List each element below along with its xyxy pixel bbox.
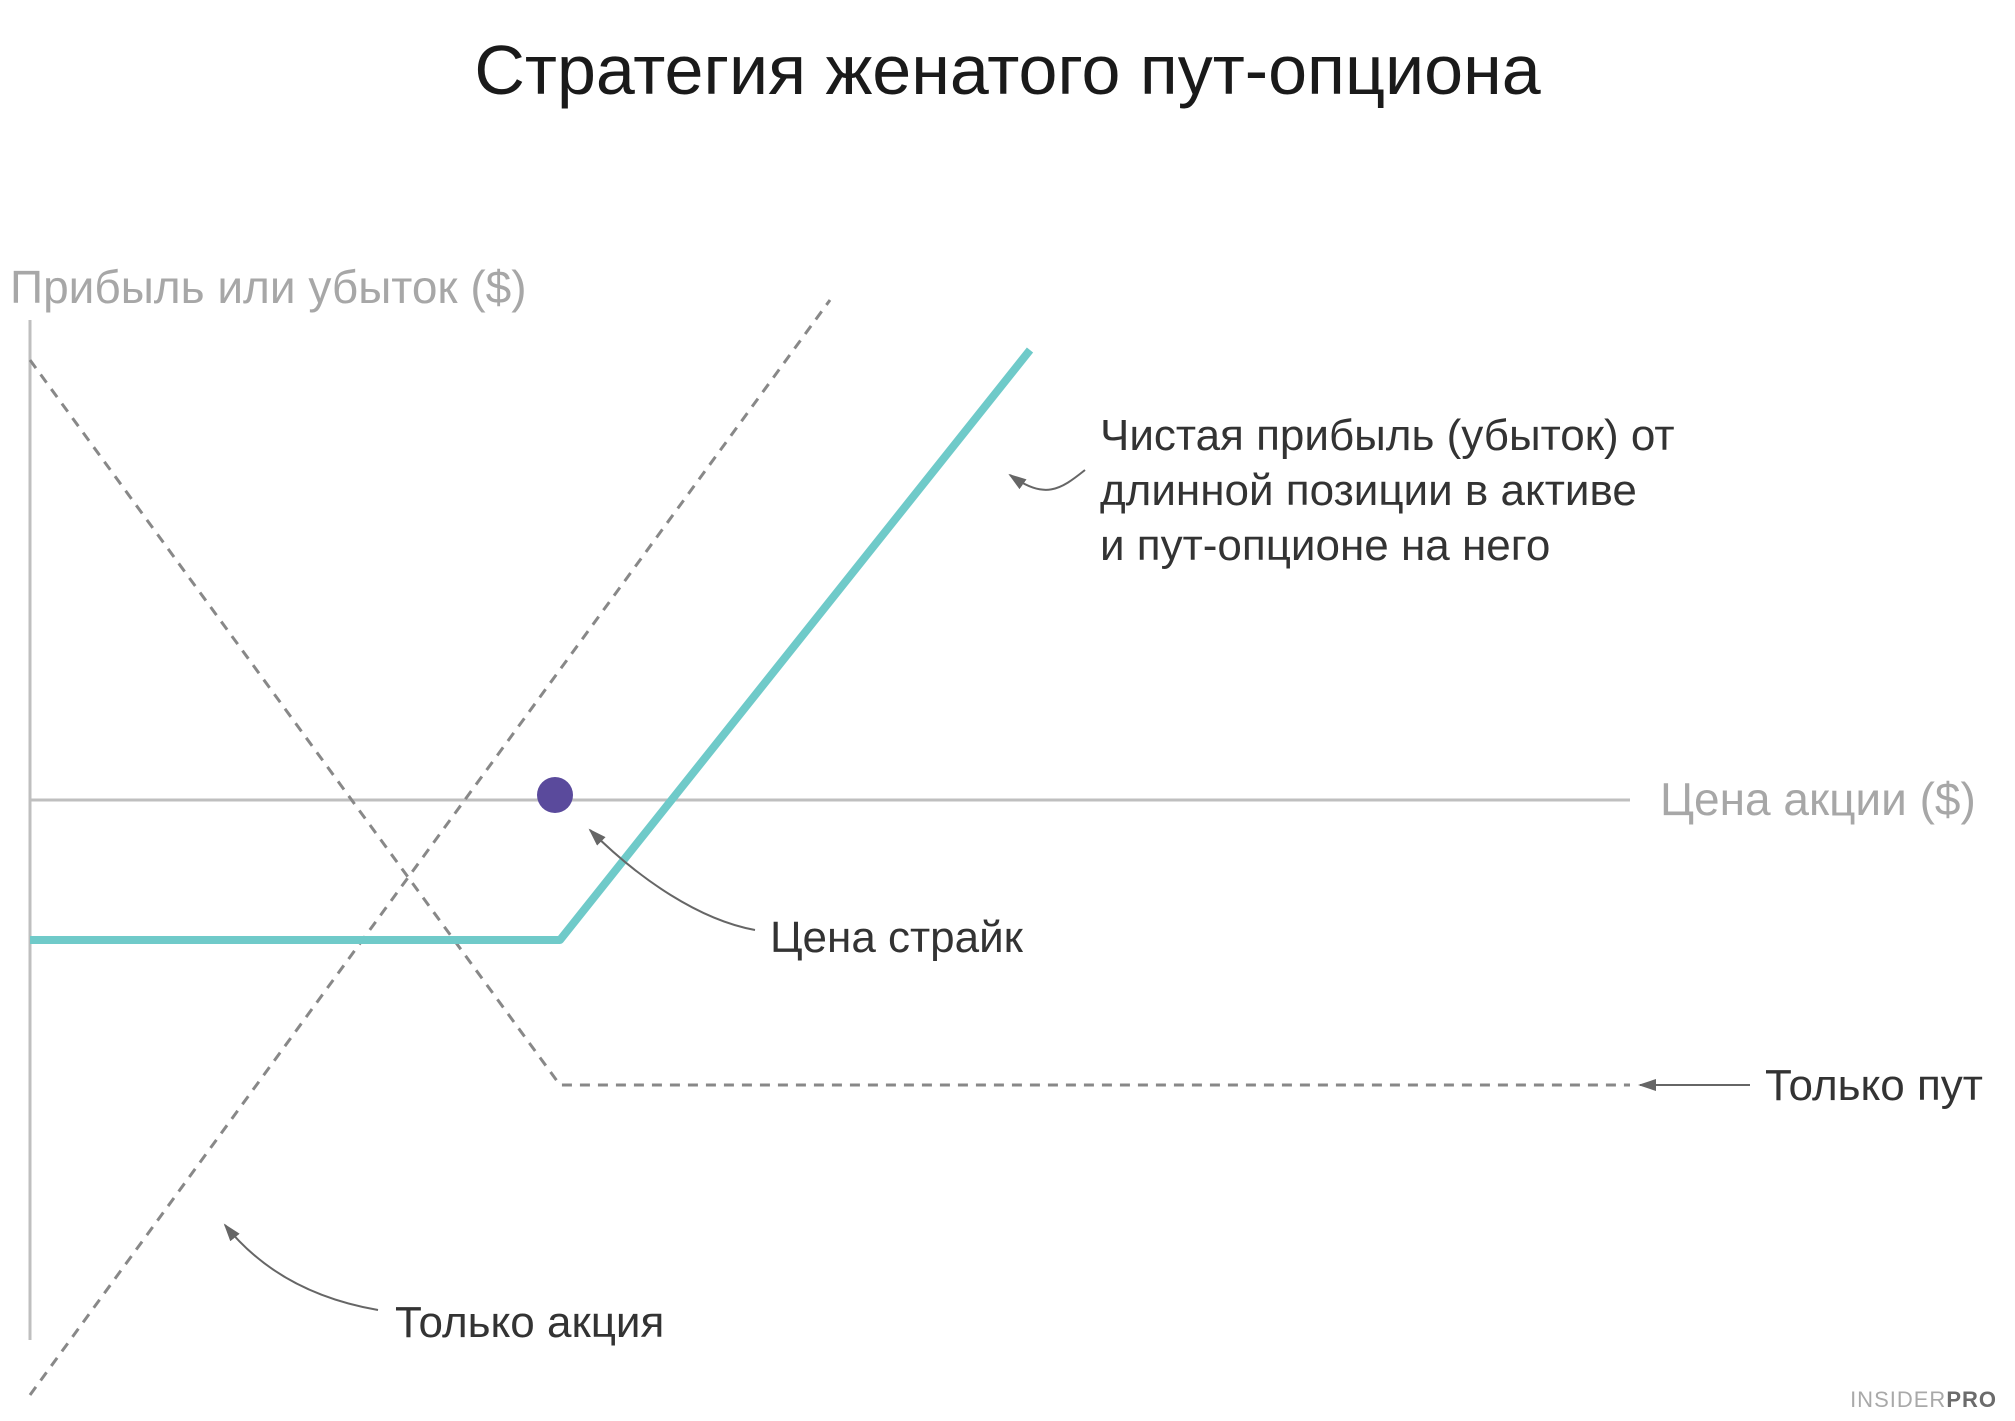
chart-title: Стратегия женатого пут-опциона <box>0 30 2015 110</box>
series-combined <box>30 350 1030 940</box>
arrow-to-combined <box>1010 470 1085 490</box>
x-axis-label: Цена акции ($) <box>1660 772 1976 826</box>
watermark: INSIDERPRO <box>1850 1387 1997 1413</box>
arrow-to-stock-only <box>225 1225 378 1310</box>
arrow-to-strike <box>590 830 755 930</box>
chart-stage: Стратегия женатого пут-опциона Прибыль и… <box>0 0 2015 1421</box>
annotation-put-only: Только пут <box>1765 1058 1983 1113</box>
plot-svg <box>0 0 2015 1421</box>
strike-price-marker <box>537 777 573 813</box>
watermark-part-2: PRO <box>1946 1387 1997 1412</box>
y-axis-label: Прибыль или убыток ($) <box>10 260 527 314</box>
annotation-stock-only: Только акция <box>395 1295 664 1350</box>
watermark-part-1: INSIDER <box>1850 1387 1946 1412</box>
annotation-net-profit: Чистая прибыль (убыток) отдлинной позици… <box>1100 408 1675 573</box>
annotation-strike-price: Цена страйк <box>770 910 1023 965</box>
series-stock-only <box>30 300 830 1395</box>
